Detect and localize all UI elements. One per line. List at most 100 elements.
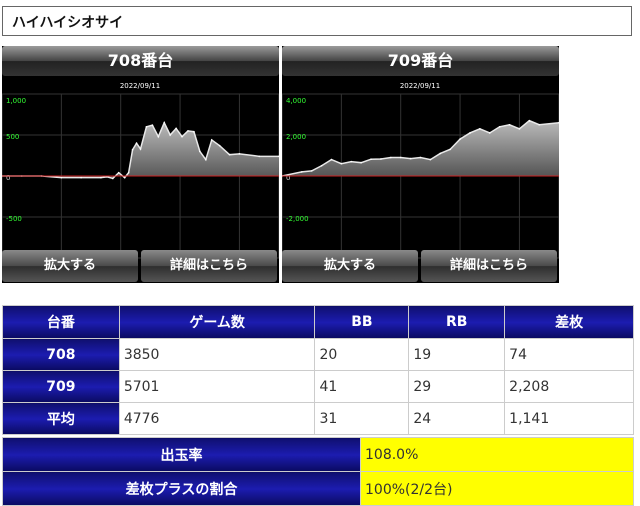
stats-header-row: 台番 ゲーム数 BB RB 差枚 xyxy=(2,305,634,339)
header-games: ゲーム数 xyxy=(118,305,316,339)
y-tick-label: 0 xyxy=(286,174,290,182)
data-point xyxy=(340,162,343,165)
data-point xyxy=(360,161,362,164)
y-tick-label: 4,000 xyxy=(286,97,306,105)
cell-bb: 41 xyxy=(314,370,410,403)
data-point xyxy=(169,134,171,136)
data-point xyxy=(204,158,207,161)
row-machine-no: 708 xyxy=(2,338,120,371)
data-point xyxy=(100,176,102,179)
page-title: ハイハイシオサイ xyxy=(12,15,124,31)
data-point xyxy=(135,142,138,144)
data-point xyxy=(145,126,148,128)
header-diff: 差枚 xyxy=(504,305,634,339)
header-rb: RB xyxy=(408,305,506,339)
summary-row: 出玉率 108.0% xyxy=(2,437,634,472)
cell-diff: 2,208 xyxy=(504,370,634,403)
table-row: 709 5701 41 29 2,208 xyxy=(2,370,634,403)
machine-708-chart: 2022/09/111,0005000-500-1,00012:0015:001… xyxy=(2,82,279,274)
cell-games: 5701 xyxy=(118,370,316,403)
table-row: 708 3850 20 19 74 xyxy=(2,338,634,371)
series-area xyxy=(2,122,279,179)
data-point xyxy=(459,138,461,140)
data-point xyxy=(538,123,541,126)
data-point xyxy=(210,139,213,141)
data-point xyxy=(488,132,491,134)
data-point xyxy=(310,170,313,172)
cell-rb: 19 xyxy=(408,338,506,371)
cell-games: 3850 xyxy=(118,338,316,371)
summary-table: 出玉率 108.0% 差枚プラスの割合 100%(2/2台) xyxy=(2,437,634,506)
data-point xyxy=(498,126,501,128)
data-point xyxy=(238,153,241,155)
cell-rb: 29 xyxy=(408,370,506,403)
machine-708-zoom-button[interactable]: 拡大する xyxy=(2,250,138,282)
machine-708-panel: 708番台 2022/09/111,0005000-500-1,00012:00… xyxy=(2,46,279,283)
summary-row: 差枚プラスの割合 100%(2/2台) xyxy=(2,471,634,506)
plus-ratio-label: 差枚プラスの割合 xyxy=(2,471,361,506)
header-bb: BB xyxy=(314,305,410,339)
data-point xyxy=(350,160,353,163)
cell-diff: 1,141 xyxy=(504,402,634,435)
data-point xyxy=(558,121,559,124)
data-point xyxy=(258,155,261,158)
data-point xyxy=(117,171,120,174)
data-point xyxy=(300,171,303,173)
payout-rate-value: 108.0% xyxy=(360,437,634,472)
machine-709-panel: 709番台 2022/09/114,0002,0000-2,000-4,0001… xyxy=(282,46,559,283)
chart-date: 2022/09/11 xyxy=(120,82,160,90)
cell-diff: 74 xyxy=(504,338,634,371)
data-point xyxy=(479,128,481,130)
data-point xyxy=(330,158,333,161)
y-tick-label: 2,000 xyxy=(286,133,306,141)
row-machine-no: 709 xyxy=(2,370,120,403)
data-point xyxy=(175,127,177,130)
cell-rb: 24 xyxy=(408,402,506,435)
data-point xyxy=(193,130,195,133)
data-point xyxy=(278,155,279,158)
data-point xyxy=(80,176,82,179)
machine-708-header[interactable]: 708番台 xyxy=(2,46,279,76)
machine-709-header[interactable]: 709番台 xyxy=(282,46,559,76)
row-average: 平均 xyxy=(2,402,120,435)
data-point xyxy=(449,148,451,151)
data-point xyxy=(127,171,130,174)
data-point xyxy=(429,158,432,161)
data-point xyxy=(123,176,126,179)
cell-games: 4776 xyxy=(118,402,316,435)
data-point xyxy=(528,119,531,122)
data-point xyxy=(60,176,63,179)
table-row: 平均 4776 31 24 1,141 xyxy=(2,402,634,435)
data-point xyxy=(218,144,221,147)
data-point xyxy=(228,153,231,156)
data-point xyxy=(187,130,189,132)
data-point xyxy=(508,123,511,126)
y-tick-label: -500 xyxy=(6,215,22,223)
data-point xyxy=(139,148,142,150)
data-point xyxy=(399,156,402,159)
stats-table: 台番 ゲーム数 BB RB 差枚 708 3850 20 19 74 709 5… xyxy=(2,305,634,435)
data-point xyxy=(157,135,160,138)
machine-709-zoom-button[interactable]: 拡大する xyxy=(282,250,418,282)
data-point xyxy=(199,150,201,153)
data-point xyxy=(380,158,382,160)
y-tick-label: 1,000 xyxy=(6,97,26,105)
data-point xyxy=(419,156,422,159)
data-point xyxy=(518,128,521,130)
data-point xyxy=(370,158,372,160)
machine-708-detail-button[interactable]: 詳細はこちら xyxy=(141,250,277,282)
data-point xyxy=(112,177,114,180)
plus-ratio-value: 100%(2/2台) xyxy=(360,471,634,506)
data-point xyxy=(469,132,471,134)
data-point xyxy=(163,121,166,124)
y-tick-label: 0 xyxy=(6,174,10,182)
header-machine-no: 台番 xyxy=(2,305,120,339)
y-tick-label: -2,000 xyxy=(286,215,309,223)
data-point xyxy=(390,156,392,159)
chart-date: 2022/09/11 xyxy=(400,82,440,90)
data-point xyxy=(131,148,134,151)
page-title-box: ハイハイシオサイ xyxy=(2,6,632,36)
cell-bb: 31 xyxy=(314,402,410,435)
cell-bb: 20 xyxy=(314,338,410,371)
machine-709-detail-button[interactable]: 詳細はこちら xyxy=(421,250,557,282)
